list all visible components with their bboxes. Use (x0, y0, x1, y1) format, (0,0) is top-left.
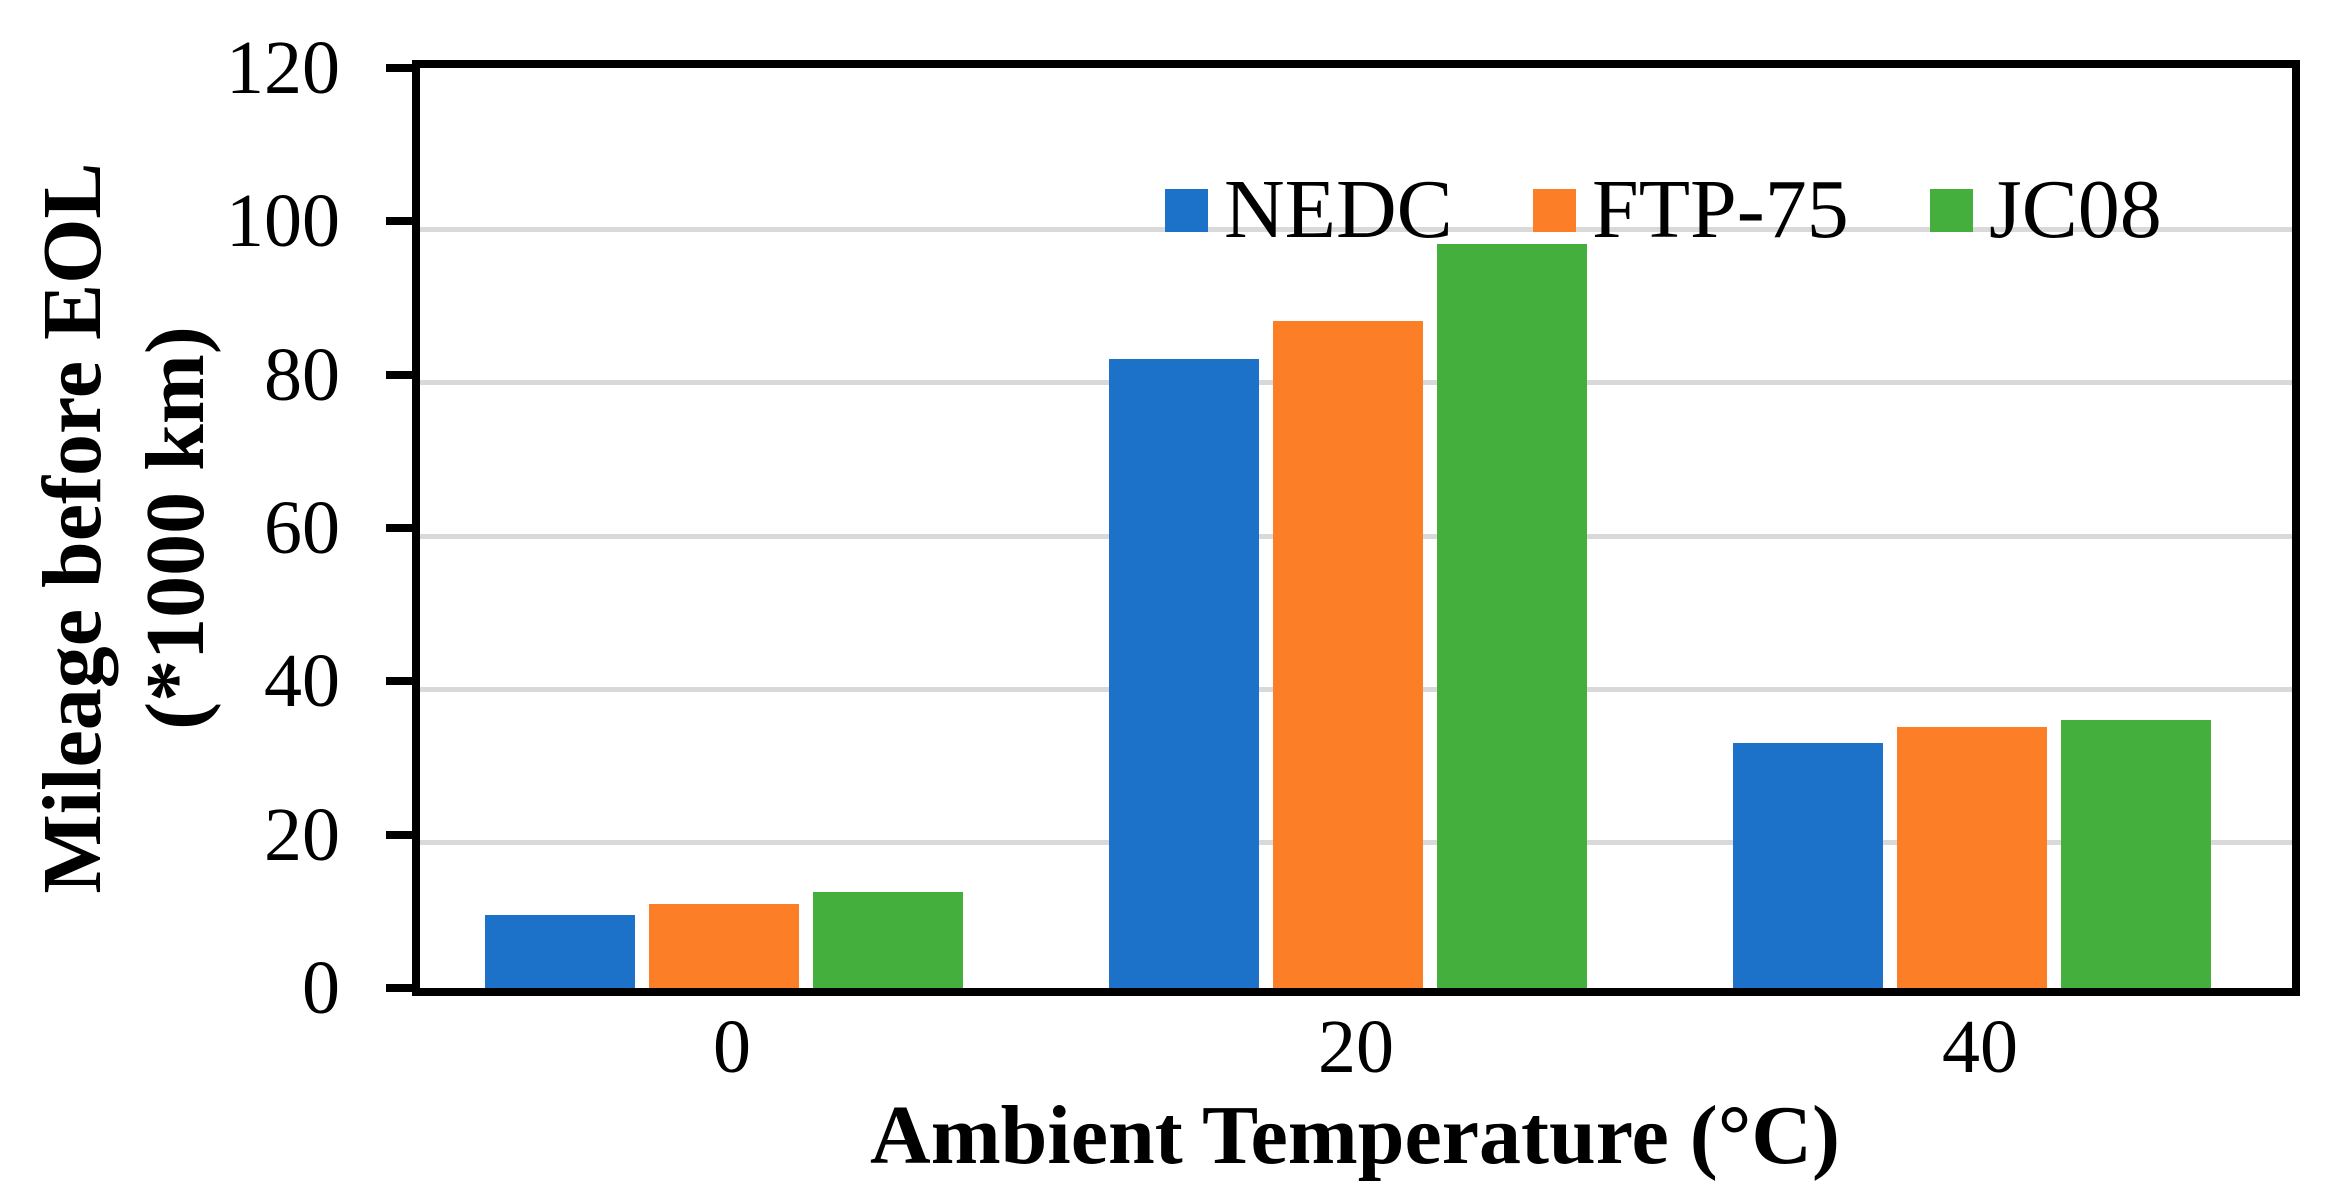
y-tick-mark-20 (386, 830, 412, 839)
legend-swatch-ftp-75 (1533, 188, 1576, 232)
y-tick-label-80: 80 (264, 332, 340, 417)
legend-label-jc08: JC08 (1989, 163, 2162, 256)
gridline-100 (420, 226, 2292, 232)
y-tick-label-0: 0 (302, 946, 340, 1030)
bar-nedc-20 (1109, 359, 1259, 988)
bar-nedc-0 (485, 915, 635, 988)
legend-item-jc08: JC08 (1930, 163, 2162, 256)
bar-jc08-20 (1437, 244, 1587, 988)
legend-swatch-jc08 (1930, 188, 1973, 232)
legend-label-ftp-75: FTP-75 (1592, 163, 1849, 256)
bar-ftp-75-40 (1897, 727, 2047, 988)
legend-label-nedc: NEDC (1224, 163, 1453, 256)
y-tick-mark-80 (386, 370, 412, 379)
bar-ftp-75-20 (1273, 321, 1423, 988)
bar-jc08-40 (2061, 719, 2211, 988)
y-tick-mark-100 (386, 217, 412, 226)
x-tick-label-0: 0 (713, 1005, 751, 1089)
y-tick-mark-120 (386, 64, 412, 72)
legend-swatch-nedc (1165, 188, 1208, 232)
y-tick-label-20: 20 (264, 792, 340, 877)
y-tick-mark-60 (386, 524, 412, 532)
y-tick-mark-40 (386, 677, 412, 686)
bar-nedc-40 (1733, 742, 1883, 988)
legend-item-nedc: NEDC (1165, 163, 1453, 256)
legend: NEDC FTP-75 JC08 (420, 163, 2292, 256)
x-tick-label-40: 40 (1942, 1005, 2018, 1089)
y-tick-label-120: 120 (226, 26, 340, 110)
y-tick-mark-0 (386, 984, 412, 992)
y-tick-label-40: 40 (264, 639, 340, 724)
x-tick-label-20: 20 (1318, 1005, 1394, 1089)
legend-item-ftp-75: FTP-75 (1533, 163, 1849, 256)
y-tick-label-100: 100 (226, 179, 340, 264)
plot-area: NEDC FTP-75 JC08 (412, 60, 2300, 996)
bar-ftp-75-0 (649, 903, 799, 988)
bar-jc08-0 (813, 892, 963, 988)
x-axis-title: Ambient Temperature (°C) (870, 1089, 1840, 1182)
y-tick-label-60: 60 (264, 486, 340, 570)
